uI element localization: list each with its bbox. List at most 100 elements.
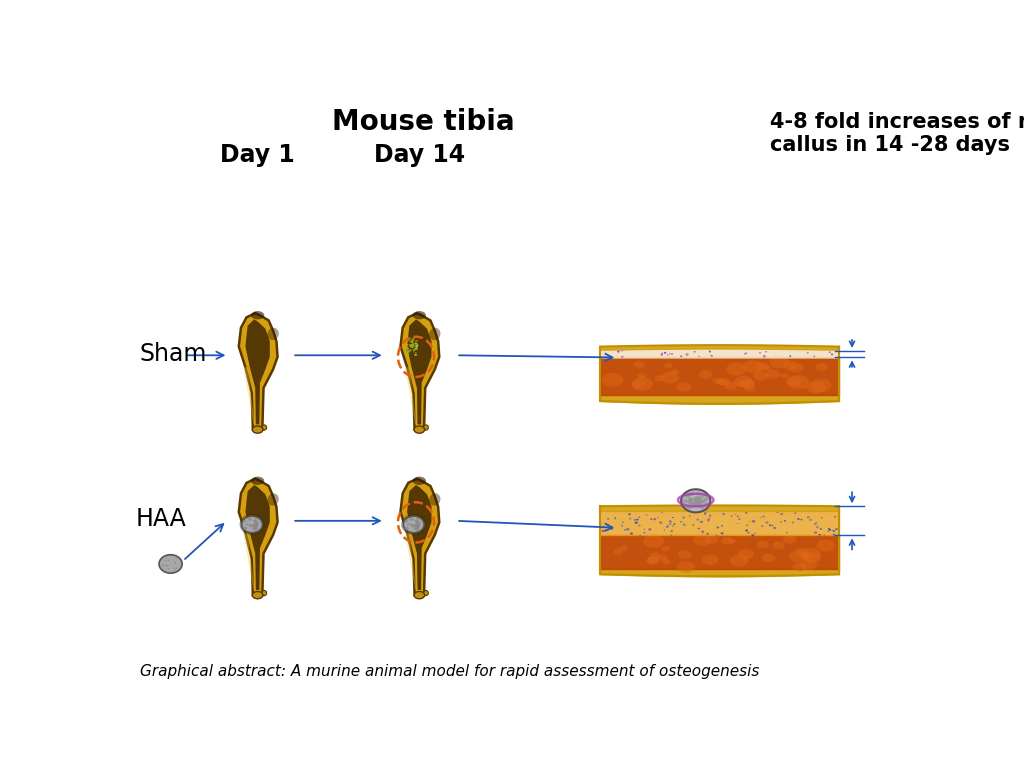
Ellipse shape	[752, 534, 754, 536]
Ellipse shape	[693, 501, 699, 505]
Ellipse shape	[685, 495, 690, 499]
Ellipse shape	[407, 347, 409, 348]
Ellipse shape	[662, 559, 670, 565]
Ellipse shape	[699, 370, 713, 379]
Ellipse shape	[409, 523, 411, 524]
Ellipse shape	[740, 379, 755, 389]
Ellipse shape	[410, 345, 413, 347]
Ellipse shape	[833, 534, 835, 535]
Ellipse shape	[836, 528, 838, 530]
Ellipse shape	[708, 519, 710, 520]
Ellipse shape	[721, 537, 733, 545]
Ellipse shape	[414, 591, 425, 599]
Ellipse shape	[716, 535, 718, 536]
Ellipse shape	[664, 352, 667, 354]
Ellipse shape	[251, 311, 264, 319]
Ellipse shape	[696, 493, 700, 495]
Ellipse shape	[408, 348, 409, 349]
Ellipse shape	[167, 565, 168, 566]
Ellipse shape	[409, 337, 411, 339]
Ellipse shape	[667, 525, 669, 527]
Ellipse shape	[410, 341, 413, 343]
Ellipse shape	[176, 558, 178, 559]
Ellipse shape	[416, 343, 418, 345]
Ellipse shape	[417, 520, 419, 522]
Ellipse shape	[410, 517, 414, 521]
Ellipse shape	[754, 521, 756, 522]
Ellipse shape	[677, 382, 691, 392]
Ellipse shape	[700, 499, 707, 503]
Ellipse shape	[811, 379, 831, 392]
Ellipse shape	[248, 517, 252, 521]
Ellipse shape	[254, 523, 258, 527]
Ellipse shape	[424, 425, 428, 430]
Ellipse shape	[411, 345, 414, 347]
Ellipse shape	[821, 517, 822, 518]
Ellipse shape	[409, 350, 411, 351]
Ellipse shape	[672, 517, 674, 518]
Ellipse shape	[416, 518, 419, 520]
Ellipse shape	[416, 346, 418, 348]
Ellipse shape	[772, 525, 773, 526]
Ellipse shape	[262, 425, 266, 430]
Ellipse shape	[615, 518, 616, 519]
Ellipse shape	[410, 349, 412, 350]
Ellipse shape	[769, 524, 771, 526]
Ellipse shape	[167, 565, 169, 566]
Ellipse shape	[168, 560, 169, 561]
Ellipse shape	[691, 502, 698, 506]
Ellipse shape	[757, 541, 769, 548]
Ellipse shape	[415, 347, 418, 350]
Ellipse shape	[744, 380, 755, 386]
Ellipse shape	[807, 516, 809, 518]
Ellipse shape	[687, 506, 690, 509]
Ellipse shape	[406, 345, 408, 347]
Ellipse shape	[820, 528, 822, 530]
Ellipse shape	[737, 549, 754, 559]
Ellipse shape	[762, 365, 771, 371]
Ellipse shape	[404, 352, 408, 354]
Ellipse shape	[763, 355, 766, 358]
Ellipse shape	[671, 530, 673, 532]
Ellipse shape	[632, 379, 645, 389]
Ellipse shape	[163, 569, 165, 570]
Ellipse shape	[414, 354, 416, 355]
Ellipse shape	[688, 499, 693, 502]
Ellipse shape	[705, 497, 710, 501]
Ellipse shape	[681, 489, 711, 513]
Polygon shape	[400, 313, 439, 429]
Ellipse shape	[717, 527, 719, 528]
Ellipse shape	[707, 533, 709, 534]
Ellipse shape	[772, 541, 785, 549]
Ellipse shape	[793, 562, 806, 572]
Polygon shape	[246, 319, 269, 425]
Ellipse shape	[700, 506, 703, 509]
Ellipse shape	[413, 337, 415, 339]
Ellipse shape	[659, 522, 662, 523]
Ellipse shape	[408, 351, 410, 353]
Ellipse shape	[267, 328, 279, 340]
Ellipse shape	[415, 520, 418, 522]
Ellipse shape	[417, 527, 420, 529]
Ellipse shape	[667, 354, 669, 355]
Ellipse shape	[408, 348, 409, 350]
Ellipse shape	[786, 376, 802, 386]
Ellipse shape	[415, 352, 417, 354]
Ellipse shape	[415, 527, 418, 530]
Ellipse shape	[795, 513, 796, 514]
Ellipse shape	[699, 504, 701, 506]
Ellipse shape	[816, 527, 818, 528]
Ellipse shape	[718, 378, 730, 386]
Ellipse shape	[689, 501, 693, 504]
Ellipse shape	[816, 539, 836, 552]
Ellipse shape	[262, 590, 266, 596]
Ellipse shape	[404, 351, 408, 353]
Ellipse shape	[415, 340, 417, 342]
Ellipse shape	[649, 552, 660, 560]
Ellipse shape	[413, 345, 415, 347]
Ellipse shape	[176, 567, 178, 569]
Ellipse shape	[411, 340, 414, 343]
Ellipse shape	[743, 385, 755, 392]
Ellipse shape	[411, 340, 414, 341]
Ellipse shape	[682, 499, 688, 503]
